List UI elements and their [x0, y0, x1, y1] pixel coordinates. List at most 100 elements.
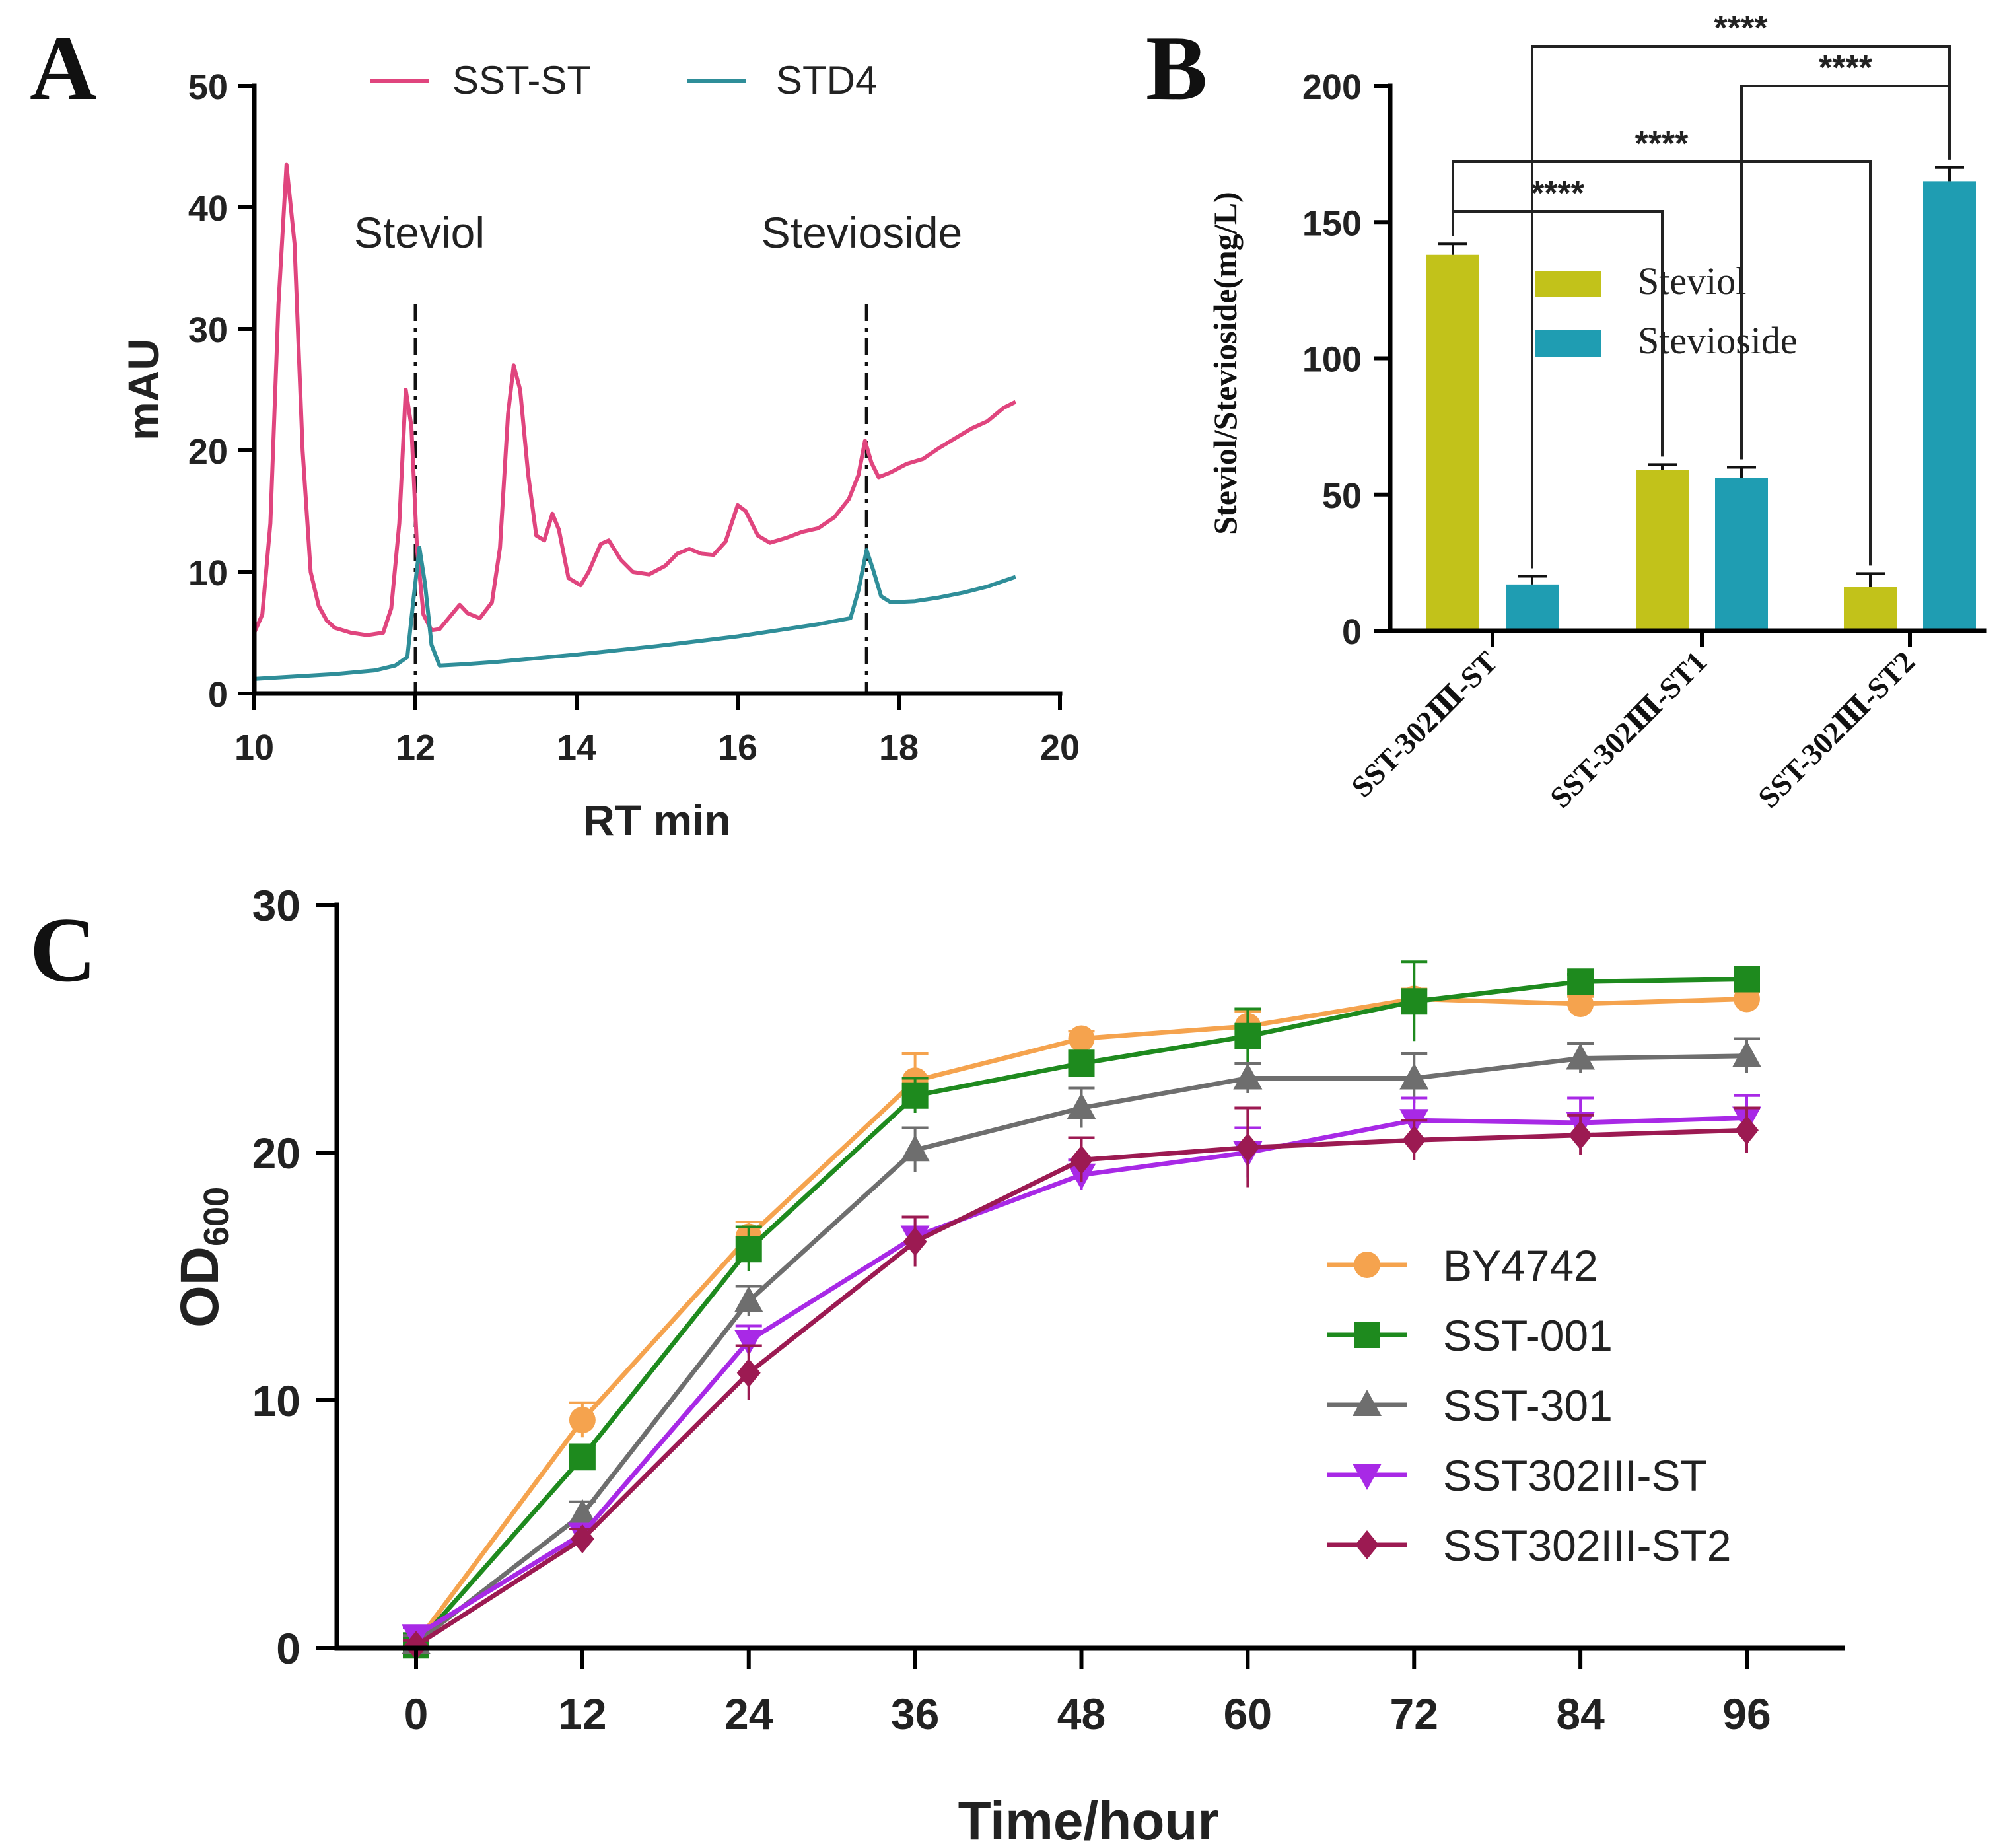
c-series-sst-001	[403, 960, 1760, 1659]
c-point-sst302iii-st2-2	[736, 1358, 761, 1388]
b-bar-steviol-2	[1844, 587, 1897, 631]
a-annotation-stevioside: Stevioside	[761, 208, 963, 257]
b-bar-stevioside-2	[1923, 181, 1976, 631]
c-x-tick-label-84: 84	[1556, 1689, 1605, 1738]
a-x-ticks: 10 12 14 16 18 20	[234, 693, 1080, 767]
a-legend-label-sst-st: SST-ST	[452, 58, 591, 102]
c-point-sst302iii-st-2	[734, 1330, 763, 1356]
c-legend-label-sst302iii-st: SST302III-ST	[1443, 1451, 1707, 1500]
b-significance-bracket-1	[1452, 160, 1872, 566]
b-y-tick-label-100: 100	[1302, 340, 1362, 380]
c-point-sst302iii-st2-1	[570, 1524, 594, 1553]
c-series-group	[402, 960, 1761, 1660]
c-x-tick-label-96: 96	[1722, 1689, 1771, 1738]
c-point-sst-301-7	[1566, 1043, 1596, 1070]
c-point-sst-001-8	[1734, 966, 1760, 993]
c-point-sst302iii-st2-4	[1069, 1145, 1094, 1175]
c-y-tick-label-0: 0	[276, 1624, 300, 1673]
a-x-axis-label: RT min	[583, 796, 731, 845]
c-point-sst-301-5	[1233, 1063, 1263, 1090]
a-legend-label-std4: STD4	[776, 58, 877, 102]
a-x-tick-label-14: 14	[557, 728, 596, 767]
a-y-ticks: 0 10 20 30 40 50	[188, 67, 254, 715]
b-bar-steviol-1	[1636, 470, 1689, 631]
b-significance-group: **** **** **** ****	[1452, 9, 1951, 569]
a-y-tick-label-20: 20	[188, 432, 228, 472]
b-bar-stevioside-1	[1715, 478, 1768, 631]
a-series-line-sst-st	[252, 162, 1017, 637]
b-bar-stevioside-0	[1506, 584, 1559, 631]
c-x-ticks: 0 12 24 36 48 60 72 84 96	[404, 1648, 1771, 1738]
c-point-sst302iii-st2-8	[1735, 1116, 1759, 1145]
c-y-ticks: 0 10 20 30	[252, 881, 337, 1673]
c-x-tick-label-24: 24	[724, 1689, 773, 1738]
c-y-tick-label-10: 10	[252, 1376, 300, 1425]
b-significance-bracket-3	[1531, 45, 1951, 569]
c-point-sst302iii-st2-5	[1236, 1133, 1260, 1162]
a-x-tick-label-16: 16	[718, 728, 757, 767]
c-point-sst-001-4	[1068, 1050, 1095, 1077]
c-series-sst302iii-st2	[403, 1106, 1760, 1660]
b-legend-swatch-steviol	[1535, 271, 1601, 297]
c-legend-label-sst-301: SST-301	[1443, 1381, 1613, 1430]
a-y-axis-label: mAU	[119, 339, 168, 441]
panel-label-a: A	[30, 17, 96, 120]
a-reference-lines	[413, 304, 868, 692]
c-y-axis-label: OD600	[170, 1187, 236, 1328]
c-point-sst-301-2	[734, 1286, 763, 1312]
a-series-group	[252, 162, 1017, 681]
b-significance-label-2: ****	[1819, 49, 1873, 87]
c-legend-marker-sst302iii-st	[1353, 1464, 1382, 1490]
panel-label-c: C	[30, 899, 96, 1001]
b-bar-steviol-0	[1426, 254, 1479, 631]
c-point-sst302iii-st2-3	[903, 1227, 927, 1256]
c-y-axis-label-main: OD	[170, 1246, 230, 1328]
a-y-tick-label-10: 10	[188, 553, 228, 593]
c-point-by4742-1	[569, 1407, 596, 1433]
a-x-tick-label-18: 18	[879, 728, 919, 767]
c-x-tick-label-60: 60	[1224, 1689, 1272, 1738]
a-x-tick-label-20: 20	[1040, 728, 1080, 767]
c-point-by4742-4	[1068, 1025, 1095, 1052]
a-y-tick-label-30: 30	[188, 310, 228, 350]
c-point-sst-001-1	[569, 1444, 596, 1471]
c-y-tick-label-30: 30	[252, 881, 300, 930]
c-x-tick-label-0: 0	[404, 1689, 429, 1738]
b-bars-group	[1426, 166, 1976, 631]
c-point-sst-001-7	[1567, 968, 1594, 995]
c-x-axis-label: Time/hour	[958, 1791, 1219, 1848]
c-point-sst-301-6	[1399, 1063, 1429, 1090]
c-point-sst-001-5	[1234, 1022, 1261, 1049]
b-y-tick-label-200: 200	[1302, 67, 1362, 107]
c-point-by4742-7	[1567, 991, 1594, 1017]
c-y-axis-label-sub: 600	[197, 1187, 236, 1246]
c-y-tick-label-20: 20	[252, 1129, 300, 1178]
c-x-tick-label-12: 12	[558, 1689, 606, 1738]
a-series-line-std4	[254, 546, 1016, 681]
chart-c-growth: 0 10 20 30 0 12 24 36 48 60 72 84 96 Time/hour OD60…	[170, 881, 1845, 1848]
a-y-tick-label-0: 0	[208, 675, 228, 715]
b-y-tick-label-50: 50	[1322, 476, 1362, 516]
c-point-sst302iii-st2-0	[404, 1631, 428, 1660]
c-legend: BY4742 SST-001 SST-301 SST302III-ST SST302II…	[1327, 1241, 1732, 1570]
b-y-ticks: 0 50 100 150 200	[1302, 67, 1390, 652]
b-significance-label-1: ****	[1635, 125, 1689, 163]
panel-label-b: B	[1146, 17, 1207, 120]
c-point-sst-001-6	[1401, 988, 1428, 1015]
b-significance-label-3: ****	[1714, 9, 1769, 48]
b-legend-label-steviol: Steviol	[1638, 260, 1746, 302]
a-x-tick-label-12: 12	[396, 728, 435, 767]
c-x-tick-label-48: 48	[1057, 1689, 1106, 1738]
c-x-tick-label-36: 36	[891, 1689, 939, 1738]
b-legend: Steviol Stevioside	[1535, 260, 1798, 362]
c-point-sst-001-2	[735, 1236, 762, 1263]
c-legend-marker-sst-301	[1353, 1390, 1382, 1416]
c-legend-marker-sst302iii-st2	[1355, 1530, 1379, 1559]
b-legend-label-stevioside: Stevioside	[1638, 319, 1798, 362]
c-point-sst302iii-st2-7	[1568, 1120, 1593, 1150]
a-y-tick-label-50: 50	[188, 67, 228, 107]
c-x-tick-label-72: 72	[1390, 1689, 1438, 1738]
